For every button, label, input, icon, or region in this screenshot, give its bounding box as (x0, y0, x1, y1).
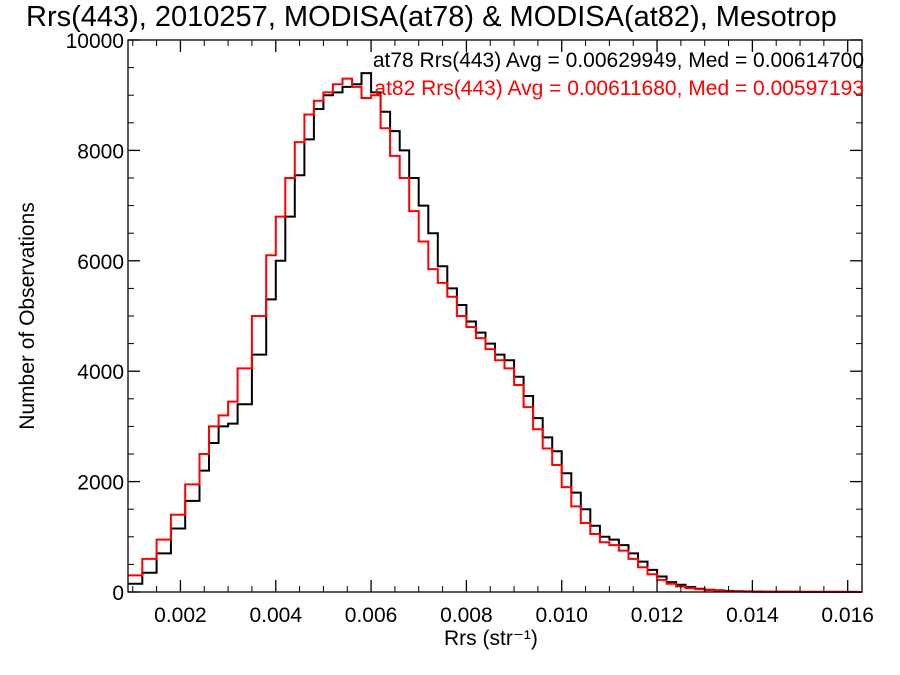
x-tick-label: 0.008 (440, 604, 493, 627)
y-tick-label: 8000 (77, 140, 124, 163)
legend-entry-at78: at78 Rrs(443) Avg = 0.00629949, Med = 0.… (372, 49, 864, 72)
x-tick-label: 0.010 (535, 604, 588, 627)
legend-entry-at82: at82 Rrs(443) Avg = 0.00611680, Med = 0.… (374, 77, 864, 100)
y-axis-label: Number of Observations (16, 202, 39, 430)
x-tick-label: 0.014 (726, 604, 779, 627)
x-tick-label: 0.016 (821, 604, 874, 627)
y-tick-label: 10000 (66, 30, 124, 53)
y-tick-label: 6000 (77, 251, 124, 274)
y-tick-label: 0 (112, 582, 124, 605)
plot-frame (127, 39, 863, 593)
chart-title: Rrs(443), 2010257, MODISA(at78) & MODISA… (26, 1, 837, 33)
x-tick-label: 0.002 (154, 604, 207, 627)
series-layer (128, 72, 862, 593)
y-tick-label: 4000 (77, 361, 124, 384)
axes-layer: 0.002 0.004 0.006 0.008 0.010 0.012 0.014 0.016… (66, 30, 874, 627)
y-tick-label: 2000 (77, 472, 124, 495)
x-tick-label: 0.006 (345, 604, 398, 627)
series-line-at78 (128, 72, 862, 593)
series-line-at82 (128, 77, 862, 593)
x-tick-label: 0.012 (631, 604, 684, 627)
x-tick-label: 0.004 (249, 604, 302, 627)
x-axis-label: Rrs (str⁻¹) (444, 627, 538, 650)
